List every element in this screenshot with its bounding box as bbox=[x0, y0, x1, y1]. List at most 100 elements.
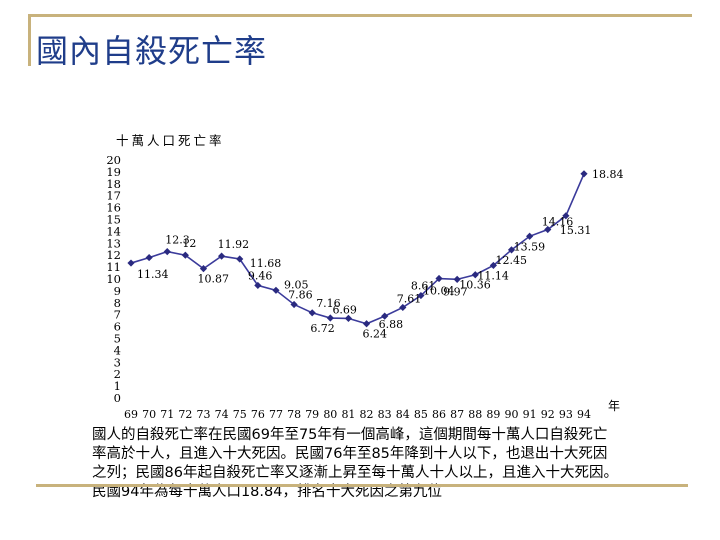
y-tick-label: 20 bbox=[106, 153, 121, 167]
data-label: 9.97 bbox=[443, 285, 468, 298]
data-point bbox=[417, 291, 425, 300]
data-point bbox=[163, 248, 171, 256]
x-tick-label: 69 bbox=[124, 408, 138, 421]
data-label: 12.45 bbox=[496, 254, 528, 267]
y-tick-label: 19 bbox=[106, 165, 121, 179]
x-tick-label: 78 bbox=[287, 408, 301, 421]
series-line bbox=[130, 173, 585, 325]
data-point bbox=[435, 274, 443, 283]
x-tick-label: 83 bbox=[378, 408, 392, 421]
x-axis-title: 年 bbox=[608, 399, 620, 413]
data-point bbox=[290, 300, 298, 309]
data-point bbox=[145, 253, 153, 262]
y-tick-label: 8 bbox=[114, 296, 121, 310]
y-tick-label: 2 bbox=[114, 367, 121, 381]
x-tick-label: 94 bbox=[577, 408, 591, 421]
data-label: 8.61 bbox=[411, 280, 436, 293]
caption-frame-bottom bbox=[36, 484, 688, 487]
data-point bbox=[199, 265, 208, 273]
x-tick-label: 86 bbox=[432, 408, 446, 421]
x-tick-label: 80 bbox=[323, 408, 337, 421]
y-tick-label: 5 bbox=[114, 332, 121, 346]
x-tick-label: 70 bbox=[142, 408, 156, 421]
page-title: 國內自殺死亡率 bbox=[36, 32, 268, 70]
y-tick-label: 18 bbox=[106, 177, 121, 191]
x-tick-label: 87 bbox=[450, 408, 464, 421]
data-label: 10.87 bbox=[197, 273, 229, 286]
x-tick-label: 84 bbox=[396, 408, 410, 421]
data-label: 18.84 bbox=[592, 168, 624, 181]
data-label: 11.68 bbox=[250, 257, 282, 270]
x-tick-label: 89 bbox=[486, 408, 500, 421]
y-tick-label: 17 bbox=[106, 189, 121, 203]
data-point bbox=[453, 275, 461, 283]
data-label: 9.46 bbox=[248, 269, 273, 282]
y-tick-label: 6 bbox=[114, 320, 121, 334]
data-point bbox=[181, 251, 189, 259]
data-point bbox=[471, 271, 479, 279]
x-tick-label: 71 bbox=[160, 408, 174, 421]
y-axis-title: 十萬人口死亡率 bbox=[116, 133, 225, 148]
title-frame-top bbox=[28, 14, 692, 17]
data-label: 6.72 bbox=[310, 322, 335, 335]
x-tick-label: 79 bbox=[305, 408, 319, 421]
data-label: 13.59 bbox=[514, 240, 546, 253]
x-tick-label: 77 bbox=[269, 408, 283, 421]
data-point bbox=[489, 261, 497, 270]
x-tick-label: 93 bbox=[559, 408, 573, 421]
x-tick-label: 88 bbox=[468, 408, 482, 421]
data-point bbox=[254, 281, 262, 290]
x-tick-label: 74 bbox=[215, 408, 229, 421]
title-frame-left bbox=[28, 14, 31, 66]
data-point bbox=[507, 246, 516, 254]
y-tick-label: 15 bbox=[106, 213, 121, 227]
caption-line-3: 之列；民國86年起自殺死亡率又逐漸上昇至每十萬人十人以上，且進入十大死因。 bbox=[92, 465, 618, 481]
y-tick-label: 9 bbox=[114, 284, 121, 298]
y-tick-label: 3 bbox=[114, 355, 121, 369]
data-label: 12 bbox=[182, 237, 196, 250]
data-label: 7.61 bbox=[397, 292, 422, 305]
data-point bbox=[580, 170, 588, 178]
data-point bbox=[562, 212, 570, 220]
data-point bbox=[399, 303, 407, 312]
data-label: 10.36 bbox=[459, 279, 491, 292]
x-tick-label: 81 bbox=[341, 408, 355, 421]
data-point bbox=[544, 225, 552, 234]
data-point bbox=[326, 314, 334, 322]
data-point bbox=[362, 320, 371, 328]
x-tick-label: 76 bbox=[251, 408, 265, 421]
data-point bbox=[272, 286, 280, 294]
caption: 國人的自殺死亡率在民國69年至75年有一個高峰，這個期間每十萬人口自殺死亡 率高… bbox=[92, 426, 672, 502]
x-tick-label: 92 bbox=[541, 408, 555, 421]
data-label: 11.14 bbox=[477, 269, 509, 282]
data-label: 11.92 bbox=[218, 238, 250, 251]
caption-line-2: 率高於十人，且進入十大死因。民國76年至85年降到十人以下，也退出十大死因 bbox=[92, 446, 608, 462]
data-point bbox=[526, 232, 534, 240]
data-label: 6.69 bbox=[332, 303, 357, 316]
data-point bbox=[308, 309, 316, 317]
y-tick-label: 7 bbox=[114, 308, 121, 322]
data-point bbox=[127, 259, 135, 267]
x-tick-label: 72 bbox=[178, 408, 192, 421]
y-tick-label: 16 bbox=[106, 201, 121, 215]
y-tick-label: 0 bbox=[114, 391, 121, 405]
x-tick-label: 90 bbox=[505, 408, 519, 421]
caption-line-4: 民國94年為每十萬人口18.84，排名十大死因之第九位 bbox=[92, 484, 442, 500]
x-tick-label: 73 bbox=[196, 408, 210, 421]
y-tick-label: 13 bbox=[106, 236, 121, 250]
data-label: 9.05 bbox=[284, 278, 309, 291]
caption-line-1: 國人的自殺死亡率在民國69年至75年有一個高峰，這個期間每十萬人口自殺死亡 bbox=[92, 427, 608, 443]
y-tick-label: 11 bbox=[106, 260, 121, 274]
x-tick-label: 75 bbox=[233, 408, 247, 421]
y-tick-label: 10 bbox=[106, 272, 121, 286]
y-tick-label: 4 bbox=[114, 343, 121, 357]
data-label: 12.3 bbox=[165, 234, 190, 247]
x-tick-label: 91 bbox=[523, 408, 537, 421]
data-point bbox=[381, 312, 389, 320]
data-point bbox=[236, 255, 244, 263]
data-label: 6.24 bbox=[363, 328, 388, 341]
data-label: 10.04 bbox=[423, 285, 455, 298]
data-label: 7.16 bbox=[316, 297, 341, 310]
y-tick-label: 1 bbox=[114, 379, 121, 393]
